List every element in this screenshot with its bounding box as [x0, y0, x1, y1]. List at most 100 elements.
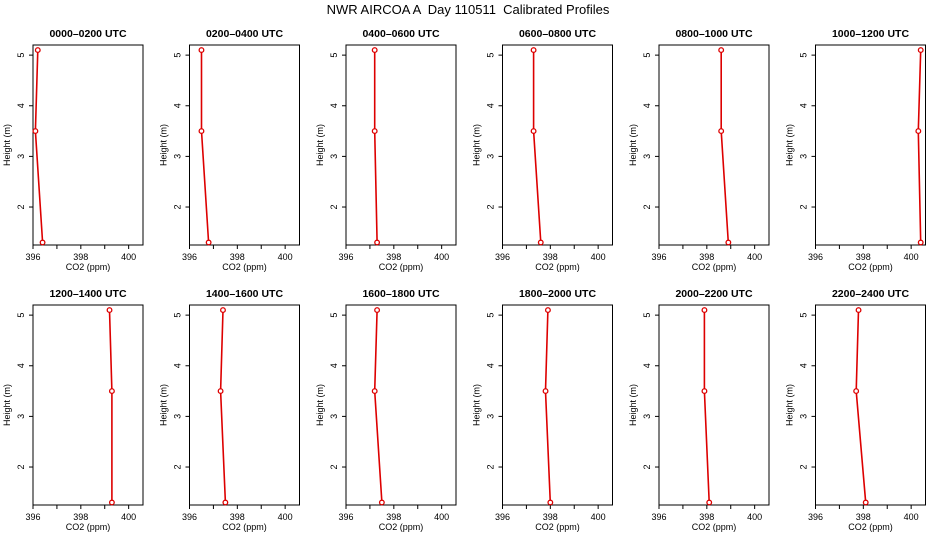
- x-axis-label: CO2 (ppm): [222, 262, 267, 272]
- x-tick-label: 400: [747, 252, 762, 262]
- y-tick-label: 2: [486, 465, 496, 470]
- panel-title: 0200–0400 UTC: [206, 28, 283, 40]
- y-tick-label: 5: [16, 313, 26, 318]
- y-axis-label: Height (m): [2, 124, 12, 166]
- x-axis-label: CO2 (ppm): [535, 262, 580, 272]
- series-line: [544, 310, 552, 503]
- series-line: [219, 310, 227, 503]
- data-point: [853, 388, 860, 395]
- data-point: [374, 239, 381, 246]
- y-tick-label: 2: [329, 205, 339, 210]
- x-tick-label: 398: [230, 512, 245, 522]
- x-tick-label: 400: [121, 512, 136, 522]
- y-axis-label: Height (m): [785, 124, 795, 166]
- panel-5: 1000–1200 UTC 396 398 400 2 3 4 5 CO2 (ppm) Heigh…: [785, 28, 926, 272]
- y-tick-label: 3: [642, 154, 652, 159]
- y-tick-label: 5: [16, 53, 26, 58]
- plot-frame: [658, 44, 770, 246]
- x-axis-label: CO2 (ppm): [379, 262, 424, 272]
- x-tick-label: 396: [25, 512, 40, 522]
- figure-title: NWR AIRCOA A Day 110511 Calibrated Profi…: [326, 2, 610, 17]
- y-axis-label: Height (m): [628, 384, 638, 426]
- data-point: [371, 47, 378, 54]
- data-point: [217, 388, 224, 395]
- y-tick-label: 5: [642, 53, 652, 58]
- panel-3: 0600–0800 UTC 396 398 400 2 3 4 5 CO2 (ppm) Heigh…: [472, 28, 613, 272]
- y-tick-label: 2: [16, 205, 26, 210]
- x-tick-label: 398: [386, 512, 401, 522]
- x-tick-label: 398: [386, 252, 401, 262]
- x-axis-label: CO2 (ppm): [535, 522, 580, 532]
- panel-title: 1400–1600 UTC: [206, 288, 283, 300]
- x-tick-label: 400: [121, 252, 136, 262]
- data-point: [718, 47, 725, 54]
- x-axis-label: CO2 (ppm): [66, 262, 111, 272]
- y-axis-label: Height (m): [472, 384, 482, 426]
- plot-frame: [345, 304, 457, 506]
- x-tick-label: 400: [591, 512, 606, 522]
- x-axis-label: CO2 (ppm): [379, 522, 424, 532]
- data-point: [198, 128, 205, 135]
- data-point: [39, 239, 46, 246]
- y-tick-label: 4: [486, 103, 496, 108]
- panel-4: 0800–1000 UTC 396 398 400 2 3 4 5 CO2 (ppm) Heigh…: [628, 28, 770, 272]
- y-tick-label: 5: [173, 313, 183, 318]
- x-tick-label: 398: [699, 252, 714, 262]
- y-tick-label: 3: [173, 154, 183, 159]
- data-point: [917, 47, 924, 54]
- y-axis-label: Height (m): [315, 384, 325, 426]
- x-tick-label: 396: [338, 252, 353, 262]
- data-point: [855, 307, 862, 314]
- panel-title: 0000–0200 UTC: [49, 28, 126, 40]
- y-tick-label: 2: [799, 465, 809, 470]
- x-tick-label: 398: [699, 512, 714, 522]
- x-tick-label: 398: [73, 252, 88, 262]
- data-point: [917, 239, 924, 246]
- data-point: [530, 128, 537, 135]
- y-tick-label: 4: [173, 103, 183, 108]
- data-point: [706, 499, 713, 506]
- panel-title: 1800–2000 UTC: [519, 288, 596, 300]
- x-tick-label: 396: [495, 252, 510, 262]
- data-point: [220, 307, 226, 314]
- plot-frame: [658, 304, 770, 506]
- data-point: [108, 499, 115, 506]
- y-tick-label: 3: [329, 154, 339, 159]
- y-tick-label: 5: [486, 53, 496, 58]
- panel-title: 0600–0800 UTC: [519, 28, 596, 40]
- x-tick-label: 396: [495, 512, 510, 522]
- data-point: [222, 499, 229, 506]
- y-tick-label: 3: [799, 154, 809, 159]
- panel-10: 2000–2200 UTC 396 398 400 2 3 4 5 CO2 (ppm) Heigh…: [628, 288, 770, 532]
- x-axis-label: CO2 (ppm): [692, 522, 737, 532]
- plot-frame: [189, 304, 300, 506]
- x-tick-label: 398: [73, 512, 88, 522]
- y-axis-label: Height (m): [472, 124, 482, 166]
- x-tick-label: 400: [278, 512, 293, 522]
- x-tick-label: 400: [434, 512, 449, 522]
- panel-2: 0400–0600 UTC 396 398 400 2 3 4 5 CO2 (ppm) Heigh…: [315, 28, 457, 272]
- y-tick-label: 2: [329, 465, 339, 470]
- y-tick-label: 4: [799, 363, 809, 368]
- x-tick-label: 398: [543, 512, 558, 522]
- series-line: [34, 50, 44, 243]
- y-tick-label: 4: [642, 363, 652, 368]
- data-point: [530, 47, 537, 54]
- data-point: [378, 499, 385, 506]
- y-tick-label: 4: [16, 363, 26, 368]
- x-tick-label: 396: [808, 512, 823, 522]
- x-tick-label: 400: [591, 252, 606, 262]
- y-tick-label: 4: [329, 363, 339, 368]
- data-point: [374, 307, 381, 314]
- data-point: [198, 47, 205, 54]
- y-tick-label: 2: [799, 205, 809, 210]
- y-axis-label: Height (m): [2, 384, 12, 426]
- y-tick-label: 2: [16, 465, 26, 470]
- data-point: [205, 239, 212, 246]
- y-tick-label: 4: [486, 363, 496, 368]
- y-tick-label: 5: [486, 313, 496, 318]
- x-axis-label: CO2 (ppm): [66, 522, 111, 532]
- data-point: [34, 47, 41, 54]
- data-point: [547, 499, 554, 506]
- data-point: [544, 307, 551, 314]
